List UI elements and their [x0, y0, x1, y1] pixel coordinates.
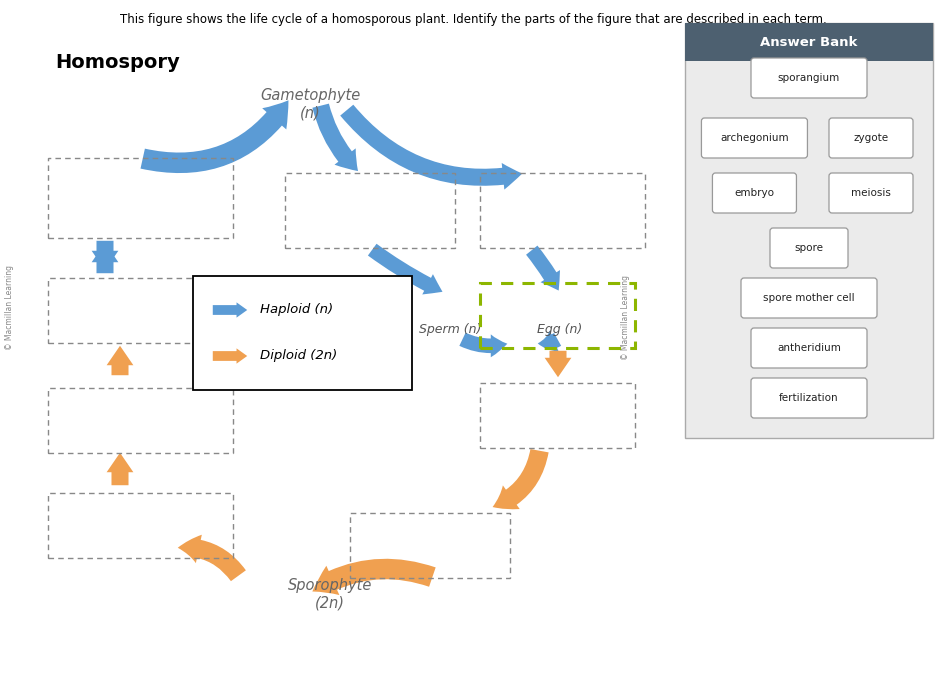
FancyBboxPatch shape: [712, 173, 797, 213]
Bar: [350, 513, 510, 578]
Bar: [48, 278, 233, 343]
FancyArrowPatch shape: [92, 241, 118, 271]
FancyArrowPatch shape: [107, 453, 133, 485]
Text: archegonium: archegonium: [720, 133, 789, 143]
Bar: [48, 388, 233, 453]
FancyArrowPatch shape: [493, 449, 549, 509]
FancyArrowPatch shape: [537, 330, 561, 352]
Bar: [480, 283, 635, 348]
FancyBboxPatch shape: [751, 378, 867, 418]
Bar: [48, 493, 233, 558]
FancyBboxPatch shape: [685, 23, 933, 438]
FancyArrowPatch shape: [107, 346, 133, 375]
FancyArrowPatch shape: [312, 559, 436, 595]
FancyBboxPatch shape: [193, 276, 412, 390]
Text: Answer Bank: Answer Bank: [761, 35, 858, 49]
FancyBboxPatch shape: [701, 118, 808, 158]
Text: Egg (n): Egg (n): [537, 323, 583, 336]
FancyArrowPatch shape: [545, 351, 571, 377]
Text: Haploid (n): Haploid (n): [260, 304, 333, 317]
Bar: [285, 173, 455, 248]
FancyArrowPatch shape: [178, 535, 246, 581]
FancyArrowPatch shape: [213, 302, 247, 317]
Text: fertilization: fertilization: [780, 393, 839, 403]
FancyBboxPatch shape: [685, 23, 933, 61]
Text: Homospory: Homospory: [55, 53, 180, 72]
Text: Diploid (2n): Diploid (2n): [260, 349, 338, 363]
FancyArrowPatch shape: [368, 244, 443, 294]
FancyArrowPatch shape: [141, 100, 289, 173]
FancyBboxPatch shape: [829, 118, 913, 158]
FancyArrowPatch shape: [341, 104, 522, 190]
Text: spore: spore: [795, 243, 824, 253]
Text: antheridium: antheridium: [777, 343, 841, 353]
Text: © Macmillan Learning: © Macmillan Learning: [6, 266, 14, 351]
Text: spore mother cell: spore mother cell: [763, 293, 855, 303]
Text: meiosis: meiosis: [851, 188, 891, 198]
Text: © Macmillan Learning: © Macmillan Learning: [621, 275, 629, 361]
Text: zygote: zygote: [853, 133, 888, 143]
Bar: [480, 383, 635, 448]
FancyArrowPatch shape: [526, 245, 560, 291]
Text: Sperm (n): Sperm (n): [419, 323, 482, 336]
Text: Sporophyte
(2n): Sporophyte (2n): [288, 578, 372, 610]
FancyArrowPatch shape: [312, 104, 358, 171]
Text: embryo: embryo: [734, 188, 775, 198]
FancyArrowPatch shape: [213, 348, 247, 363]
Text: sporangium: sporangium: [778, 73, 840, 83]
Bar: [480, 173, 645, 248]
FancyArrowPatch shape: [92, 243, 118, 273]
FancyBboxPatch shape: [770, 228, 848, 268]
Text: Gametophyte
(n): Gametophyte (n): [260, 88, 360, 121]
FancyBboxPatch shape: [751, 328, 867, 368]
FancyBboxPatch shape: [741, 278, 877, 318]
FancyBboxPatch shape: [751, 58, 867, 98]
Bar: [48, 158, 233, 238]
FancyBboxPatch shape: [829, 173, 913, 213]
Text: This figure shows the life cycle of a homosporous plant. Identify the parts of t: This figure shows the life cycle of a ho…: [119, 13, 827, 26]
FancyArrowPatch shape: [460, 333, 507, 357]
